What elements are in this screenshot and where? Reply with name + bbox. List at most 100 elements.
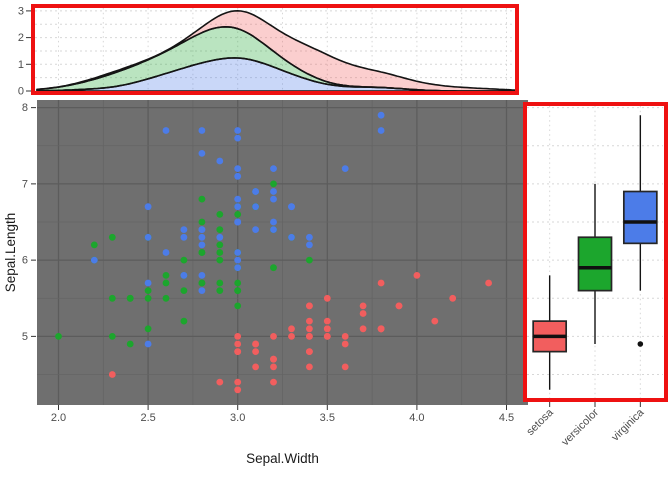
scatter-point-versicolor xyxy=(198,249,206,256)
scatter-point-versicolor xyxy=(270,180,277,188)
scatter-point-versicolor xyxy=(234,302,242,310)
scatter-point-virginica xyxy=(90,256,98,264)
boxplot-category-label: setosa xyxy=(524,406,556,438)
scatter-point-virginica xyxy=(180,226,188,234)
density-tick-label: 1 xyxy=(18,59,24,71)
scatter-point-setosa xyxy=(359,325,367,333)
scatter-point-virginica xyxy=(234,134,242,142)
scatter-point-virginica xyxy=(306,233,313,241)
y-tick-label: 6 xyxy=(22,255,28,267)
scatter-point-virginica xyxy=(234,218,242,226)
scatter-point-setosa xyxy=(270,333,277,340)
scatter-point-setosa xyxy=(306,302,313,310)
x-axis-title: Sepal.Width xyxy=(246,451,319,466)
scatter-point-virginica xyxy=(198,226,206,234)
scatter-point-virginica xyxy=(270,165,277,173)
scatter-point-versicolor xyxy=(108,233,116,241)
scatter-point-setosa xyxy=(306,333,313,340)
scatter-point-setosa xyxy=(359,302,367,310)
scatter-point-versicolor xyxy=(162,279,170,287)
x-tick-label: 2.0 xyxy=(51,412,66,424)
scatter-point-versicolor xyxy=(55,333,62,340)
scatter-point-versicolor xyxy=(198,218,206,226)
density-highlight-rect xyxy=(31,4,519,95)
scatter-point-versicolor xyxy=(216,279,224,287)
scatter-point-virginica xyxy=(162,249,170,256)
y-tick-label: 8 xyxy=(22,102,28,114)
scatter-point-setosa xyxy=(270,378,277,386)
scatter-point-setosa xyxy=(341,333,349,340)
scatter-point-virginica xyxy=(198,150,206,157)
scatter-point-versicolor xyxy=(144,325,152,333)
scatter-point-versicolor xyxy=(270,264,277,272)
x-tick-label: 3.0 xyxy=(230,412,245,424)
scatter-point-setosa xyxy=(306,317,313,325)
scatter-point-setosa xyxy=(306,348,313,355)
y-tick-label: 7 xyxy=(22,178,28,190)
scatter-point-virginica xyxy=(270,226,277,234)
scatter-point-versicolor xyxy=(198,195,206,203)
scatter-point-virginica xyxy=(234,203,242,211)
scatter-point-virginica xyxy=(270,218,277,226)
scatter-point-versicolor xyxy=(234,211,242,218)
scatter-point-setosa xyxy=(252,348,259,355)
scatter-point-versicolor xyxy=(216,241,224,249)
scatter-point-setosa xyxy=(234,333,242,340)
scatter-point-setosa xyxy=(377,325,385,333)
x-tick-label: 4.0 xyxy=(409,412,424,424)
density-marginal-panel xyxy=(35,8,515,92)
density-tick-label: 3 xyxy=(18,5,24,17)
scatter-point-setosa xyxy=(306,363,313,371)
scatter-point-setosa xyxy=(395,302,403,310)
scatter-point-setosa xyxy=(252,340,259,348)
scatter-point-setosa xyxy=(108,371,116,378)
y-axis-title: Sepal.Length xyxy=(3,213,18,293)
scatter-point-virginica xyxy=(162,127,170,134)
scatter-point-versicolor xyxy=(234,279,242,287)
scatter-point-setosa xyxy=(377,279,385,287)
scatter-point-virginica xyxy=(341,165,349,173)
scatter-point-setosa xyxy=(323,325,331,333)
boxplot-category-label: versicolor xyxy=(559,406,601,448)
scatter-point-setosa xyxy=(234,386,242,394)
scatter-point-virginica xyxy=(234,172,242,180)
scatter-point-versicolor xyxy=(126,340,134,348)
scatter-point-virginica xyxy=(288,233,295,241)
x-tick-label: 2.5 xyxy=(140,412,155,424)
scatter-point-versicolor xyxy=(216,256,224,264)
scatter-point-virginica xyxy=(234,127,242,134)
scatter-point-virginica xyxy=(377,127,385,134)
scatter-point-virginica xyxy=(234,165,242,173)
boxplot-marginal-panel xyxy=(527,106,663,398)
scatter-point-virginica xyxy=(144,279,152,287)
scatter-point-versicolor xyxy=(126,294,134,302)
scatter-point-setosa xyxy=(288,333,295,340)
scatter-point-setosa xyxy=(270,355,277,363)
scatter-point-versicolor xyxy=(216,287,224,294)
scatter-point-virginica xyxy=(252,203,259,211)
red-highlight-annotations xyxy=(31,4,668,402)
scatter-point-virginica xyxy=(180,233,188,241)
density-tick-label: 0 xyxy=(18,86,24,98)
scatter-point-versicolor xyxy=(108,294,116,302)
scatter-point-setosa xyxy=(485,279,492,287)
scatter-point-virginica xyxy=(216,157,224,165)
scatter-point-versicolor xyxy=(180,287,188,294)
scatter-point-versicolor xyxy=(234,287,242,294)
scatter-point-setosa xyxy=(288,325,295,333)
scatter-point-virginica xyxy=(306,241,313,249)
scatter-point-versicolor xyxy=(162,294,170,302)
boxplot-box-virginica xyxy=(622,190,658,245)
scatter-point-setosa xyxy=(323,333,331,340)
scatter-point-versicolor xyxy=(180,256,188,264)
scatter-point-versicolor xyxy=(216,249,224,256)
scatter-point-setosa xyxy=(341,340,349,348)
scatter-point-virginica xyxy=(198,127,206,134)
scatter-point-setosa xyxy=(270,363,277,371)
scatter-point-setosa xyxy=(234,378,242,386)
scatter-point-virginica xyxy=(234,249,242,256)
scatter-panel xyxy=(37,100,528,405)
scatter-point-virginica xyxy=(252,188,259,195)
